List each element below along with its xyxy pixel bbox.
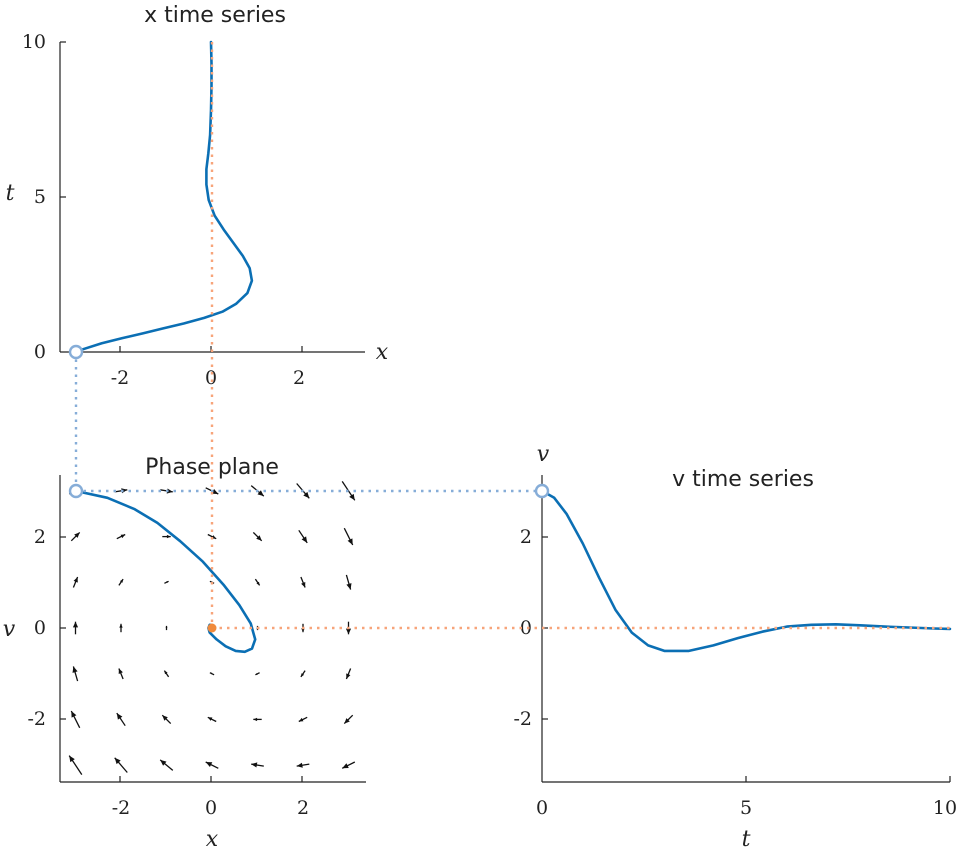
vector-field-arrowhead	[256, 581, 260, 586]
vector-field-arrowhead	[345, 628, 352, 635]
vector-field-arrowhead	[296, 762, 303, 768]
phase-xtick-label-0: 0	[205, 797, 217, 819]
v-ts-ytick-label-0: 0	[520, 617, 532, 639]
vector-field-arrowhead	[255, 673, 258, 675]
vector-field-arrowhead	[256, 535, 262, 541]
phase-xtick-label--2: -2	[112, 797, 131, 819]
v-ts-ytick-label--2: -2	[513, 708, 532, 730]
equilibrium-marker	[207, 623, 217, 633]
x-ts-xtick-label--2: -2	[111, 367, 130, 389]
x-ts-ytick-label-0: 0	[34, 341, 46, 363]
vector-field-arrowhead	[71, 711, 77, 718]
x-time-series-title: x time series	[144, 3, 286, 28]
vector-field-arrowhead	[253, 717, 258, 722]
vector-field-arrowhead	[162, 715, 168, 721]
phase-plane-panel: Phase plane 2 0 -2 -2 0 2 v x	[3, 455, 366, 851]
x-ts-xtick-label-0: 0	[205, 367, 217, 389]
vector-field-arrowhead	[303, 491, 310, 499]
vector-field-arrowhead	[166, 581, 169, 583]
vector-field-arrowhead	[166, 534, 171, 539]
vector-field-arrowhead	[346, 673, 351, 679]
phase-ytick-label-0: 0	[34, 617, 46, 639]
vector-field-arrowhead	[342, 763, 349, 769]
v-time-series-line	[540, 489, 952, 653]
phase-ytick-label--2: -2	[27, 708, 46, 730]
v-ts-start-marker	[534, 483, 550, 499]
vector-field-arrowhead	[73, 577, 78, 583]
phase-xlabel: x	[206, 827, 219, 851]
vector-field-arrowhead	[251, 762, 258, 768]
vector-field-arrowhead	[301, 582, 306, 588]
phase-start-marker	[68, 483, 84, 499]
vector-field-arrowhead	[118, 668, 123, 674]
markers	[68, 344, 550, 633]
vector-field-arrowhead	[72, 666, 78, 673]
vector-field-arrowhead	[207, 717, 213, 721]
x-ts-xtick-label-2: 2	[293, 367, 305, 389]
x-time-series-line	[73, 40, 254, 354]
phase-ytick-label-2: 2	[34, 526, 46, 548]
vector-field-arrowhead	[257, 490, 264, 497]
vector-field-arrowhead	[301, 536, 308, 543]
phase-plane-title: Phase plane	[145, 455, 279, 480]
vector-field-arrowhead	[301, 628, 305, 633]
x-ts-ytick-label-10: 10	[22, 31, 46, 53]
v-ts-xlabel: t	[742, 827, 751, 851]
x-time-series-panel: x time series 10 5 0 -2 0 2 t x	[6, 3, 389, 389]
vector-field-arrowhead	[349, 493, 355, 501]
vector-field-arrowhead	[74, 532, 80, 538]
vector-field-arrowhead	[211, 489, 219, 494]
x-ts-ylabel: t	[6, 181, 15, 206]
vector-field-arrowhead	[119, 623, 123, 628]
vector-field-arrowhead	[209, 672, 213, 675]
vector-field-arrowhead	[344, 718, 350, 724]
vector-field-arrowhead	[205, 762, 213, 767]
vector-field-arrowhead	[300, 673, 305, 677]
x-ts-xlabel: x	[376, 340, 389, 365]
vector-field-arrowhead	[119, 579, 124, 583]
vector-field-arrowhead	[346, 583, 352, 590]
vector-field-arrowhead	[116, 713, 123, 720]
vector-field-arrowhead	[160, 759, 167, 766]
v-ts-xtick-label-10: 10	[933, 797, 957, 819]
vector-field-arrowhead	[166, 488, 173, 494]
v-ts-ytick-label-2: 2	[520, 526, 532, 548]
vector-field	[68, 481, 356, 775]
v-time-series-title: v time series	[672, 467, 814, 492]
v-ts-xtick-label-0: 0	[536, 797, 548, 819]
v-time-series-panel: v time series 2 0 -2 0 5 10 v t	[513, 442, 957, 851]
vector-field-arrowhead	[165, 625, 168, 628]
phase-xtick-label-2: 2	[297, 797, 309, 819]
vector-field-arrowhead	[347, 538, 353, 545]
vector-field-arrowhead	[72, 621, 79, 628]
v-ts-ylabel: v	[537, 442, 550, 467]
v-ts-xtick-label-5: 5	[740, 797, 752, 819]
vector-field-arrowhead	[298, 717, 304, 722]
phase-ylabel: v	[3, 617, 16, 642]
vector-field-arrowhead	[164, 670, 168, 675]
vector-field-arrowhead	[120, 534, 126, 539]
x-ts-ytick-label-5: 5	[34, 186, 46, 208]
guide-lines	[74, 42, 950, 630]
vector-field-arrowhead	[69, 755, 75, 763]
x-ts-start-marker	[68, 344, 84, 360]
vector-field-arrowhead	[114, 757, 121, 765]
